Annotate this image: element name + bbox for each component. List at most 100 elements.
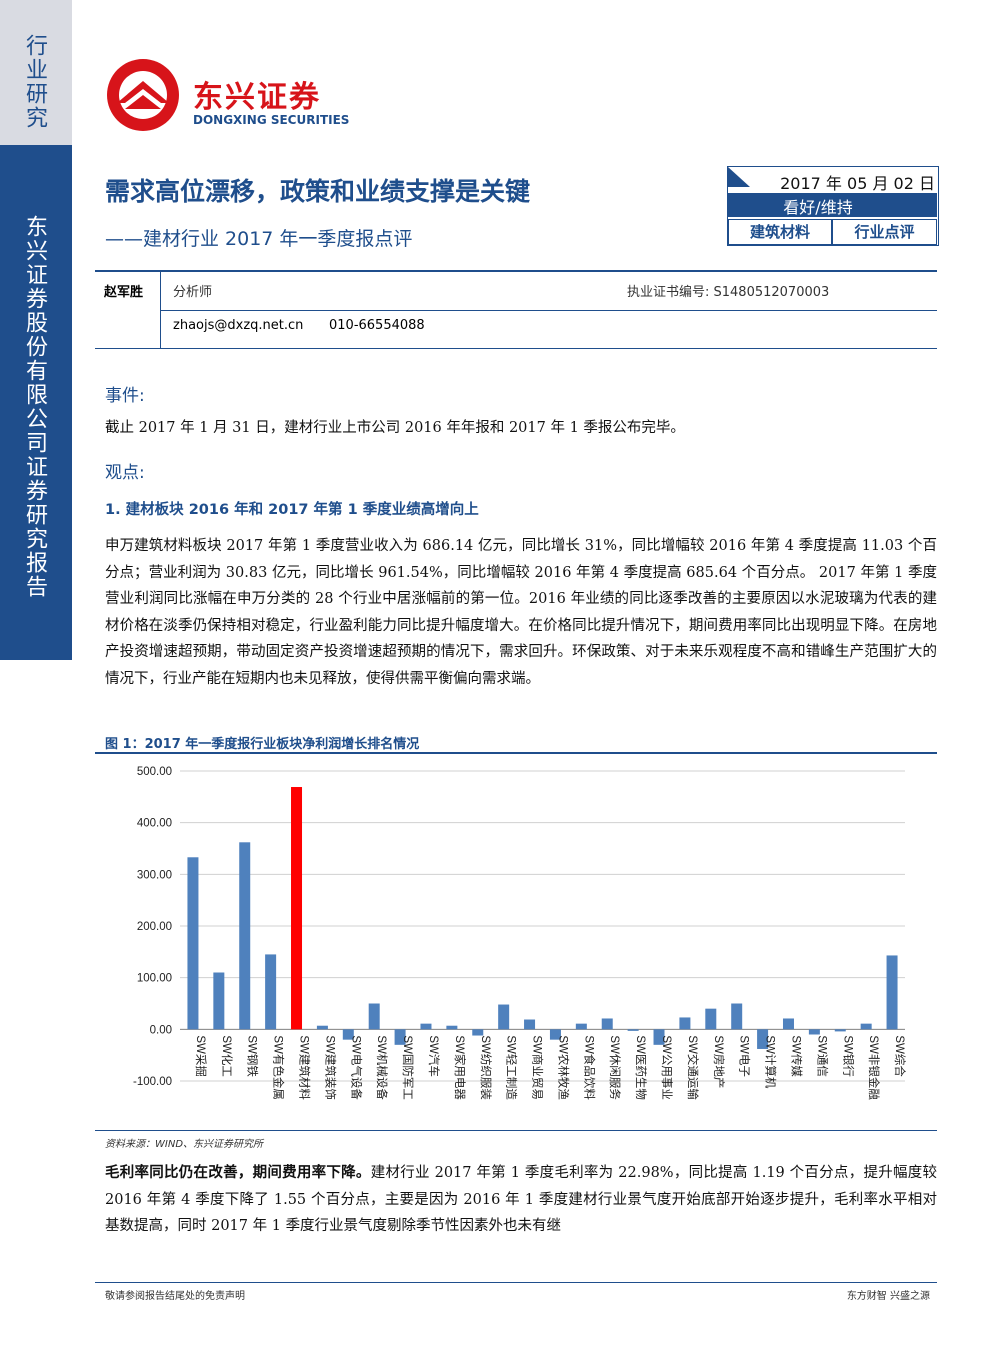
- point-heading: 1. 建材板块 2016 年和 2017 年第 1 季度业绩高增向上: [105, 502, 479, 518]
- analyst-email: zhaojs@dxzq.net.cn: [173, 318, 304, 333]
- logo-english: DONGXING SECURITIES: [193, 113, 350, 127]
- bar: [316, 1025, 328, 1030]
- title: 需求高位漂移，政策和业绩支撑是关键: [105, 177, 531, 206]
- bar: [627, 1029, 639, 1031]
- bar: [601, 1018, 613, 1030]
- rule: [95, 270, 937, 272]
- x-tick-label: SW传媒: [789, 1035, 803, 1077]
- rule: [95, 752, 937, 754]
- subtitle: ——建材行业 2017 年一季度报点评: [105, 228, 413, 250]
- x-tick-label: SW采掘: [194, 1035, 208, 1077]
- bar: [420, 1023, 432, 1030]
- date: 2017 年 05 月 02 日: [780, 174, 935, 193]
- bar: [834, 1029, 846, 1032]
- x-tick-label: SW交通运输: [686, 1035, 700, 1100]
- rule: [160, 310, 937, 311]
- bar: [213, 972, 225, 1030]
- rating-box: [727, 166, 939, 246]
- x-tick-label: SW商业贸易: [531, 1035, 545, 1100]
- sidebar-company: 东兴证券股份有限公司证券研究报告: [22, 215, 47, 599]
- y-tick-label: 0.00: [150, 1024, 172, 1036]
- x-tick-label: SW机械设备: [375, 1035, 389, 1100]
- rule: [95, 1130, 937, 1131]
- x-tick-label: SW通信: [815, 1035, 828, 1077]
- bar: [549, 1029, 561, 1040]
- x-tick-label: SW电子: [738, 1035, 751, 1077]
- y-tick-label: 100.00: [137, 973, 172, 985]
- y-tick-label: 400.00: [137, 818, 172, 830]
- analyst-phone: 010-66554088: [329, 318, 425, 333]
- bar: [782, 1018, 794, 1030]
- bar: [498, 1004, 510, 1030]
- x-tick-label: SW非银金融: [867, 1035, 881, 1100]
- bar: [265, 954, 277, 1030]
- x-tick-label: SW建筑材料: [298, 1035, 312, 1100]
- x-tick-label: SW钢铁: [246, 1035, 259, 1077]
- y-tick-label: 300.00: [137, 869, 172, 881]
- y-tick-label: 200.00: [137, 921, 172, 933]
- x-tick-label: SW纺织服装: [479, 1035, 493, 1100]
- y-tick-label: -100.00: [133, 1076, 172, 1088]
- x-tick-label: SW化工: [220, 1035, 234, 1077]
- rating-corner: [728, 167, 750, 187]
- bar: [860, 1023, 872, 1030]
- bar: [368, 1003, 380, 1030]
- bar: [187, 857, 199, 1030]
- x-tick-label: SW计算机: [764, 1035, 778, 1089]
- x-tick-label: SW家用电器: [453, 1035, 467, 1100]
- bar: [653, 1029, 665, 1045]
- bar: [342, 1029, 354, 1040]
- footer-right: 东方财智 兴盛之源: [846, 1291, 930, 1302]
- source: 资料来源：WIND、东兴证券研究所: [105, 1139, 264, 1150]
- x-tick-label: SW公用事业: [660, 1035, 673, 1100]
- point-text: 申万建筑材料板块 2017 年第 1 季度营业收入为 686.14 亿元，同比增…: [105, 538, 937, 687]
- rating: 看好/维持: [783, 198, 853, 217]
- chart: -100.00 0.00 100.00 200.00 300.00 400.00 500.0…: [133, 766, 907, 1100]
- analyst-license: 执业证书编号: S1480512070003: [627, 285, 830, 300]
- analyst-role: 分析师: [173, 285, 213, 300]
- x-tick-label: SW食品饮料: [582, 1035, 596, 1100]
- bar: [446, 1025, 458, 1030]
- bar: [394, 1029, 406, 1045]
- rating-band: [728, 193, 937, 217]
- x-tick-label: SW有色金属: [272, 1035, 286, 1100]
- sidebar-top: [0, 0, 72, 145]
- bar: [757, 1029, 769, 1049]
- rule: [95, 1282, 937, 1283]
- bar: [472, 1029, 484, 1036]
- sidebar-band: [0, 145, 72, 660]
- y-tick-label: 500.00: [137, 766, 172, 778]
- rule: [95, 348, 937, 349]
- bar: [291, 787, 303, 1030]
- x-tick-label: SW汽车: [427, 1035, 441, 1077]
- x-tick-label: SW国防军工: [401, 1035, 415, 1100]
- x-tick-label: SW医药生物: [634, 1035, 648, 1100]
- logo-name: 东兴证券: [193, 80, 321, 115]
- bar: [886, 955, 898, 1030]
- bar: [808, 1029, 820, 1035]
- closing-body: 建材行业 2017 年第 1 季度毛利率为 22.98%，同比提高 1.19 个…: [105, 1165, 937, 1234]
- x-tick-label: SW休闲服务: [608, 1035, 622, 1100]
- event-text: 截止 2017 年 1 月 31 日，建材行业上市公司 2016 年年报和 20…: [105, 420, 685, 436]
- x-tick-label: SW农林牧渔: [556, 1035, 570, 1100]
- event-heading: 事件:: [105, 386, 145, 406]
- x-tick-label: SW轻工制造: [505, 1035, 519, 1100]
- footer-left: 敬请参阅报告结尾处的免责声明: [105, 1291, 245, 1302]
- closing-text: 毛利率同比仍在改善，期间费用率下降。建材行业 2017 年第 1 季度毛利率为 …: [105, 1160, 937, 1240]
- chart-title: 图 1：2017 年一季度报行业板块净利润增长排名情况: [105, 737, 420, 752]
- analyst-name: 赵军胜: [104, 285, 144, 300]
- report-type-tag: 行业点评: [832, 219, 937, 245]
- bar: [524, 1019, 536, 1030]
- closing-lead: 毛利率同比仍在改善，期间费用率下降。: [105, 1164, 371, 1181]
- view-heading: 观点:: [105, 463, 145, 483]
- bar: [705, 1008, 717, 1030]
- bar: [239, 842, 251, 1030]
- bar: [575, 1023, 587, 1030]
- bar: [679, 1017, 691, 1030]
- logo-mark: [107, 59, 179, 131]
- x-tick-label: SW电气设备: [349, 1035, 363, 1100]
- x-tick-label: SW银行: [841, 1035, 855, 1077]
- x-tick-label: SW综合: [893, 1035, 907, 1077]
- x-tick-label: SW房地产: [712, 1035, 726, 1088]
